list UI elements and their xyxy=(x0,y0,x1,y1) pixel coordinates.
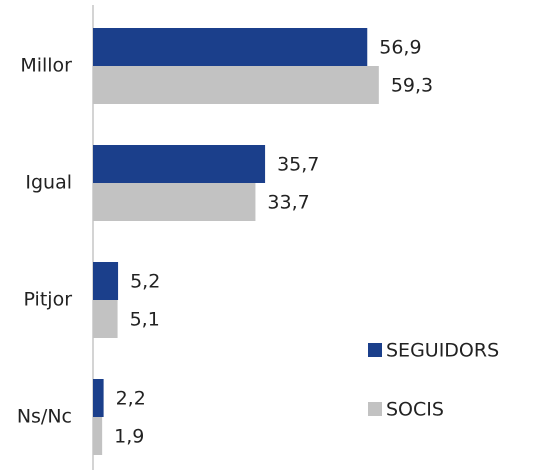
category-label: Igual xyxy=(25,172,72,194)
bar xyxy=(93,145,266,183)
category-label: Ns/Nc xyxy=(17,406,72,428)
legend-swatch xyxy=(368,402,382,416)
value-label: 33,7 xyxy=(267,192,309,214)
bar xyxy=(93,417,103,455)
bar xyxy=(93,379,104,417)
value-label: 5,2 xyxy=(130,271,160,293)
bar xyxy=(93,183,256,221)
value-label: 35,7 xyxy=(277,154,319,176)
legend-label: SOCIS xyxy=(386,399,444,421)
value-label: 56,9 xyxy=(379,37,421,59)
legend-label: SEGUIDORS xyxy=(386,340,499,362)
bar xyxy=(93,28,368,66)
value-label: 1,9 xyxy=(114,426,144,448)
category-label: Pitjor xyxy=(24,289,73,311)
category-label: Millor xyxy=(20,55,72,77)
bar xyxy=(93,262,119,300)
value-label: 2,2 xyxy=(116,388,146,410)
value-label: 59,3 xyxy=(391,75,433,97)
value-label: 5,1 xyxy=(130,309,160,331)
legend-swatch xyxy=(368,343,382,357)
bar xyxy=(93,300,118,338)
bar xyxy=(93,66,379,104)
